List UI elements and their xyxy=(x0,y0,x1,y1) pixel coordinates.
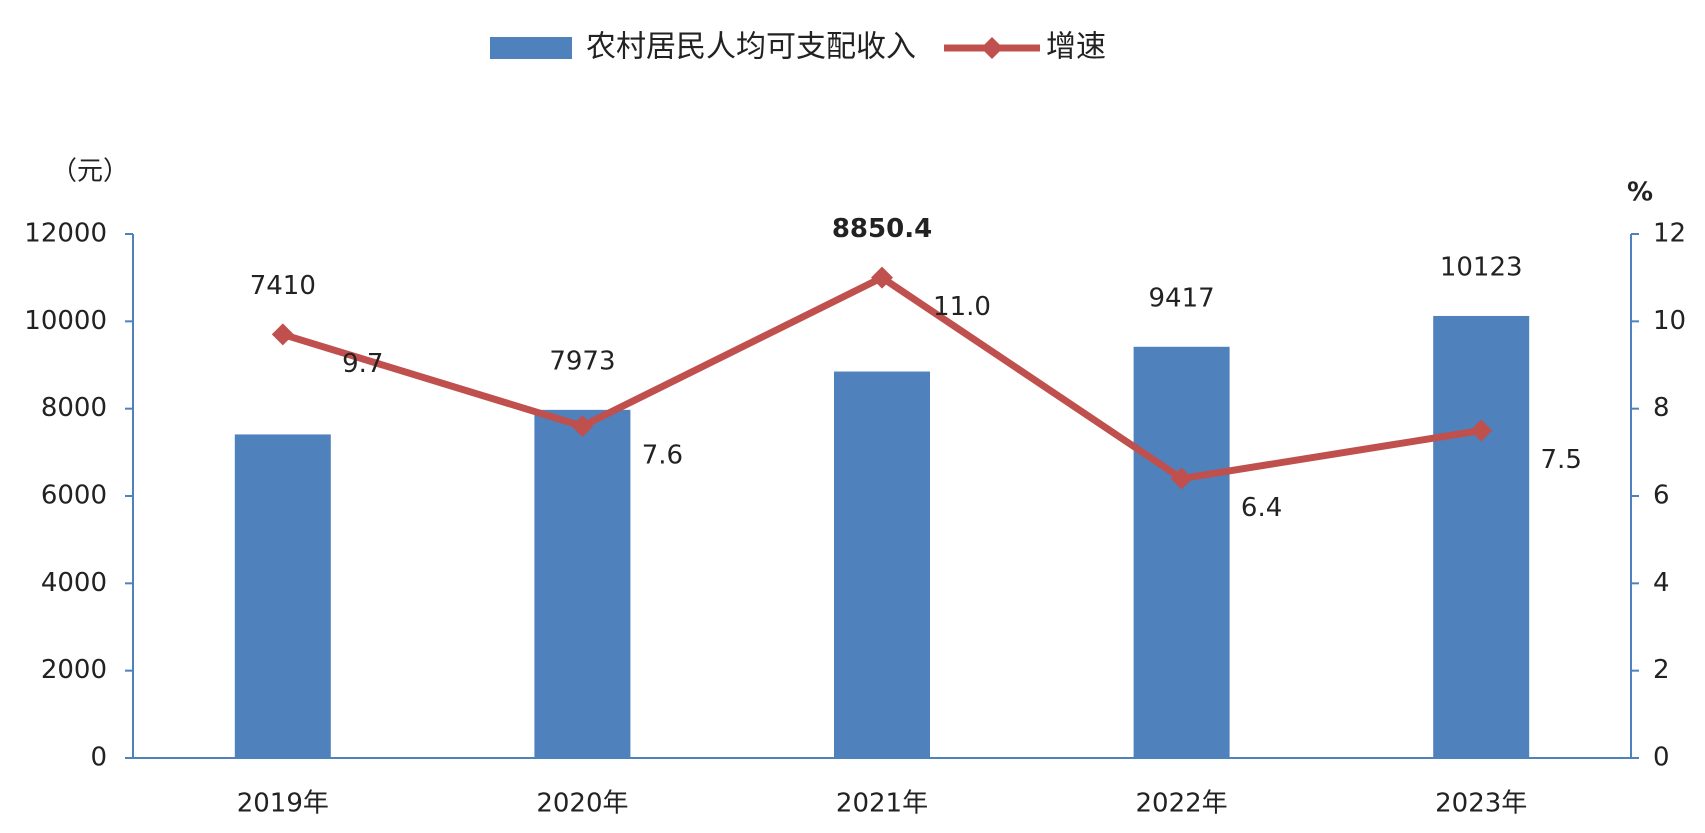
bar-value-label: 7410 xyxy=(250,271,316,301)
y-tick-label: 2000 xyxy=(41,655,107,685)
bar-value-label: 8850.4 xyxy=(832,214,932,244)
bar xyxy=(1433,315,1530,758)
bar-value-label: 10123 xyxy=(1440,252,1523,282)
y-tick-label: 8000 xyxy=(41,393,107,423)
y-tick-label: 4000 xyxy=(41,568,107,598)
line-value-label: 7.6 xyxy=(642,441,683,471)
legend-label: 增速 xyxy=(1046,30,1106,65)
y2-tick-label: 6 xyxy=(1653,481,1670,511)
marker xyxy=(571,415,594,438)
y-tick-label: 12000 xyxy=(24,219,107,249)
bar xyxy=(234,434,331,758)
y-tick-label: 0 xyxy=(90,743,107,773)
marker xyxy=(271,323,294,346)
x-tick-label: 2022年 xyxy=(1136,789,1228,819)
legend-marker xyxy=(981,37,1003,59)
y-tick-label: 10000 xyxy=(24,306,107,336)
marker xyxy=(871,266,893,289)
bar xyxy=(834,371,930,758)
y2-tick-label: 10 xyxy=(1653,306,1686,336)
y2-tick-label: 0 xyxy=(1653,743,1670,773)
legend-swatch xyxy=(490,37,572,59)
x-tick-label: 2021年 xyxy=(836,789,928,819)
x-tick-label: 2019年 xyxy=(237,789,329,819)
marker xyxy=(1170,467,1193,490)
bar xyxy=(534,409,631,758)
legend-label: 农村居民人均可支配收入 xyxy=(586,30,916,65)
y-axis-label: （元） xyxy=(51,157,129,187)
bar-value-label: 9417 xyxy=(1149,283,1215,313)
y2-axis-label: % xyxy=(1627,178,1653,208)
x-tick-label: 2023年 xyxy=(1435,789,1527,819)
line-value-label: 7.5 xyxy=(1541,445,1582,475)
bar xyxy=(1133,346,1230,758)
y2-tick-label: 12 xyxy=(1653,219,1686,249)
y2-tick-label: 2 xyxy=(1653,655,1670,685)
line-value-label: 9.7 xyxy=(342,349,383,379)
line-value-label: 6.4 xyxy=(1241,493,1282,523)
line-value-label: 11.0 xyxy=(933,292,991,322)
bar-value-label: 7973 xyxy=(549,346,615,376)
y2-tick-label: 4 xyxy=(1653,568,1670,598)
marker xyxy=(1470,419,1493,442)
y-tick-label: 6000 xyxy=(41,481,107,511)
y2-tick-label: 8 xyxy=(1653,393,1670,423)
x-tick-label: 2020年 xyxy=(536,789,628,819)
